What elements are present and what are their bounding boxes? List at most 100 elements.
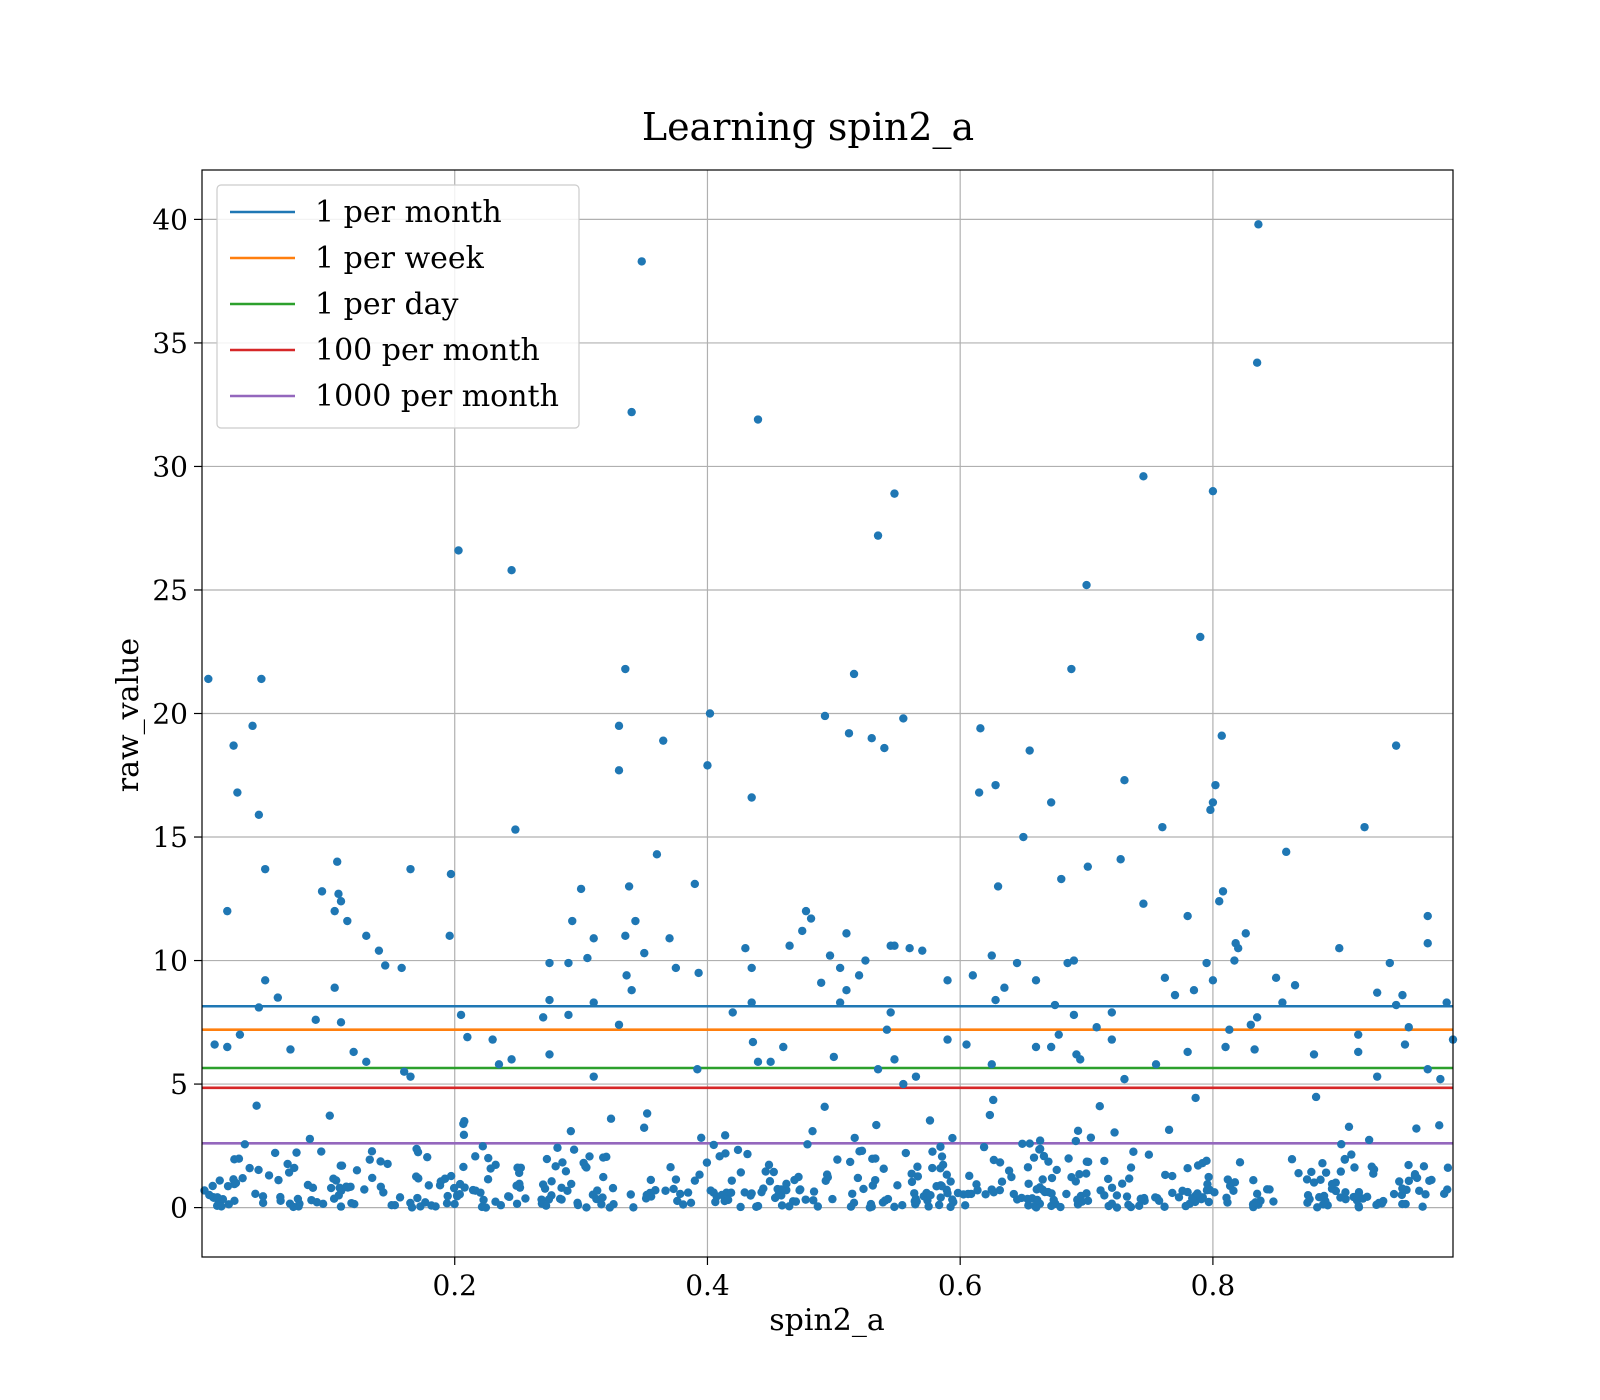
x-tick-label: 0.6 (938, 1269, 983, 1302)
scatter-point (1271, 973, 1281, 983)
scatter-point (1249, 1175, 1258, 1185)
data-points (200, 220, 1458, 1212)
scatter-point (621, 664, 630, 674)
scatter-point (312, 1198, 322, 1207)
scatter-point (1161, 1170, 1170, 1180)
scatter-point (943, 1035, 952, 1044)
scatter-point (1222, 1193, 1231, 1202)
scatter-point (459, 1162, 468, 1172)
x-tick-label: 0.2 (432, 1269, 477, 1302)
scatter-point (1038, 1175, 1047, 1184)
scatter-point (336, 897, 346, 906)
scatter-point (254, 1165, 263, 1175)
scatter-point (1412, 1124, 1421, 1133)
scatter-point (1120, 1074, 1129, 1084)
scatter-point (1372, 1200, 1381, 1210)
scatter-point (694, 968, 703, 978)
scatter-point (1246, 1020, 1256, 1029)
y-tick-label: 10 (152, 945, 188, 978)
scatter-point (1126, 1163, 1136, 1172)
scatter-point (1112, 1191, 1122, 1200)
scatter-point (859, 1184, 868, 1194)
scatter-point (627, 985, 636, 995)
scatter-point (886, 1008, 895, 1017)
scatter-point (1069, 956, 1079, 965)
scatter-point (1223, 1175, 1233, 1184)
scatter-point (463, 1032, 472, 1042)
scatter-point (1229, 1186, 1238, 1195)
scatter-point (901, 1148, 911, 1158)
scatter-point (254, 810, 264, 819)
scatter-point (1309, 1178, 1319, 1187)
scatter-point (569, 1145, 579, 1154)
scatter-point (1126, 1202, 1136, 1212)
scatter-point (912, 1197, 921, 1206)
scatter-point (1303, 1190, 1313, 1200)
scatter-point (1120, 776, 1129, 785)
scatter-point (1082, 1169, 1091, 1178)
scatter-point (948, 1133, 957, 1143)
scatter-point (1254, 220, 1263, 229)
scatter-point (223, 1042, 232, 1052)
scatter-point (1057, 874, 1066, 884)
scatter-point (854, 971, 864, 980)
scatter-point (1230, 956, 1239, 965)
scatter-point (721, 1149, 730, 1158)
scatter-point (867, 734, 876, 743)
scatter-point (1174, 1193, 1184, 1202)
scatter-point (703, 761, 712, 770)
scatter-point (317, 887, 327, 896)
scatter-point (229, 741, 238, 750)
scatter-point (1389, 1189, 1399, 1199)
scatter-point (1170, 990, 1180, 1000)
scatter-point (1215, 897, 1224, 906)
scatter-point (853, 1173, 863, 1183)
scatter-point (352, 1166, 362, 1175)
scatter-point (1302, 1175, 1312, 1184)
scatter-point (1217, 731, 1226, 740)
scatter-point (706, 1186, 715, 1195)
scatter-point (293, 1194, 303, 1204)
scatter-point (979, 1142, 989, 1152)
scatter-point (1303, 1198, 1312, 1207)
scatter-point (1168, 1188, 1177, 1198)
scatter-point (825, 951, 835, 960)
scatter-point (456, 1010, 466, 1020)
scatter-point (928, 1163, 937, 1173)
scatter-point (1160, 973, 1170, 983)
scatter-point (303, 1180, 313, 1190)
scatter-point (1095, 1102, 1104, 1111)
scatter-point (614, 1020, 624, 1029)
scatter-point (757, 1187, 766, 1197)
scatter-point (766, 1057, 775, 1067)
scatter-point (421, 1198, 430, 1207)
scatter-point (753, 1057, 763, 1067)
scatter-point (1117, 1179, 1127, 1188)
scatter-point (1418, 1202, 1427, 1211)
scatter-point (926, 1191, 935, 1200)
scatter-point (1398, 1184, 1407, 1193)
scatter-point (1410, 1170, 1420, 1179)
scatter-point (1423, 911, 1432, 921)
scatter-point (953, 1188, 963, 1198)
scatter-point (445, 931, 454, 941)
scatter-point (494, 1060, 504, 1069)
legend-label: 1 per month (315, 195, 502, 230)
scatter-point (991, 780, 1000, 790)
scatter-point (820, 711, 830, 721)
scatter-point (842, 985, 851, 995)
scatter-point (1385, 958, 1395, 968)
scatter-point (987, 1060, 996, 1069)
scatter-point (1315, 1193, 1324, 1202)
scatter-point (1023, 1163, 1033, 1172)
scatter-point (890, 489, 899, 498)
scatter-point (223, 1181, 233, 1191)
scatter-point (330, 906, 339, 916)
scatter-point (376, 1157, 385, 1166)
scatter-point (258, 1192, 268, 1201)
scatter-point (741, 943, 750, 953)
y-tick-label: 30 (152, 450, 188, 483)
scatter-point (367, 1147, 377, 1156)
y-tick-label: 40 (152, 203, 188, 236)
scatter-point (871, 1175, 880, 1185)
